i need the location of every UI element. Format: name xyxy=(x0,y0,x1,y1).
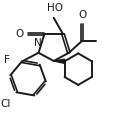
Polygon shape xyxy=(54,59,65,63)
Text: O: O xyxy=(15,29,23,39)
Text: HO: HO xyxy=(47,3,63,13)
Text: N: N xyxy=(34,38,42,48)
Text: O: O xyxy=(79,10,87,20)
Text: Cl: Cl xyxy=(1,99,11,109)
Text: F: F xyxy=(4,55,10,65)
